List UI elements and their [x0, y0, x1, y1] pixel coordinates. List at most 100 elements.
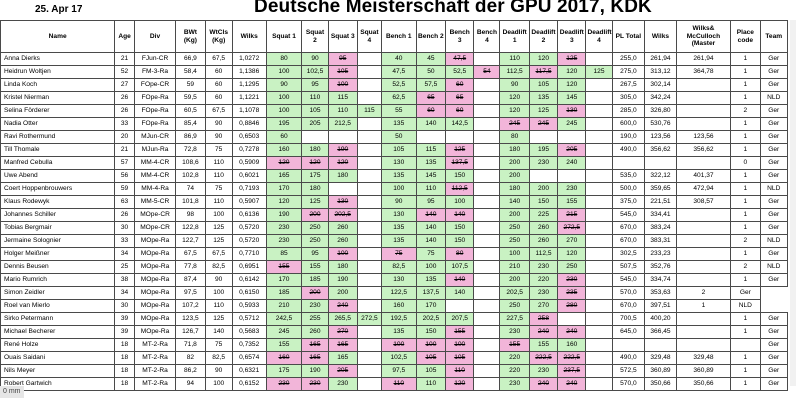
table-cell: 120 [499, 91, 530, 105]
table-cell [356, 260, 382, 274]
table-cell [473, 156, 501, 170]
table-cell: 33 [114, 234, 135, 248]
column-header: Bench 3 [445, 20, 475, 53]
table-cell: 205 [557, 143, 587, 157]
table-cell: 67,5 [175, 247, 206, 261]
table-cell: 117,5 [528, 65, 559, 79]
table-cell: 90 [265, 78, 303, 92]
table-cell: 130 [380, 208, 417, 222]
table-cell: 165 [301, 338, 329, 352]
table-cell: Kristel Nierman [0, 91, 116, 105]
table-cell: 39 [114, 312, 135, 326]
table-cell: 240 [528, 377, 559, 391]
table-cell [675, 208, 732, 222]
table-cell: 260 [528, 221, 559, 235]
table-cell: 100 [327, 78, 358, 92]
table-cell [557, 169, 587, 183]
table-cell: 572,5 [611, 364, 646, 378]
table-cell: 122,7 [175, 234, 206, 248]
table-cell: 54 [473, 65, 501, 79]
table-cell: 120 [265, 156, 303, 170]
column-header: Div [133, 20, 177, 53]
table-cell [356, 91, 382, 105]
table-cell: 130 [380, 273, 417, 287]
table-cell: 120 [265, 195, 303, 209]
table-cell: 242,5 [265, 312, 303, 326]
table-cell: 101,8 [175, 195, 206, 209]
table-cell: 180 [327, 260, 358, 274]
table-cell [585, 169, 613, 183]
table-cell: 120 [301, 156, 329, 170]
table-cell: 150 [445, 169, 475, 183]
table-cell: 326,80 [644, 104, 677, 118]
table-cell [585, 156, 613, 170]
vertical-scrollbar[interactable] [790, 20, 796, 386]
table-cell: 1 [730, 117, 761, 131]
table-cell [356, 286, 382, 300]
table-cell: 401,37 [675, 169, 732, 183]
table-cell: 107,2 [175, 299, 206, 313]
table-cell: 60 [204, 78, 233, 92]
table-cell: 34 [114, 286, 135, 300]
table-cell: 180 [499, 143, 530, 157]
table-row: Till Thomale 21 MJun-Ra 72,8 75 0,7278 160 180 1… [0, 143, 789, 157]
table-cell: 275,0 [611, 65, 646, 79]
table-cell: 170 [415, 299, 447, 313]
table-cell: 18 [114, 377, 135, 391]
table-cell [356, 182, 382, 196]
table-cell [356, 156, 382, 170]
table-cell: 0,6142 [231, 273, 267, 287]
table-cell [644, 338, 677, 352]
table-cell: 108,6 [175, 156, 206, 170]
table-cell: 205 [327, 364, 358, 378]
table-cell: 165 [301, 351, 329, 365]
table-cell: 100 [499, 247, 530, 261]
table-cell: 125 [204, 312, 233, 326]
table-cell [585, 351, 613, 365]
table-cell: 1 [730, 65, 761, 79]
table-cell: 26 [114, 91, 135, 105]
table-cell [473, 78, 501, 92]
table-cell: 110 [380, 377, 417, 391]
table-cell: Ger [759, 104, 789, 118]
table-cell: 63 [114, 195, 135, 209]
table-cell: 364,78 [675, 65, 732, 79]
column-header: Bench 4 [473, 20, 501, 53]
table-cell: 2 [675, 286, 732, 300]
table-cell: 95 [301, 247, 329, 261]
table-cell: 190,0 [611, 130, 646, 144]
table-row: Sirko Petermann 39 MOpe-Ra 123,5 125 0,5712 24… [0, 312, 789, 326]
table-row: Roel van Mierlo 30 MOpe-Ra 107,2 110 0,5933 21… [0, 299, 788, 313]
table-cell [585, 130, 613, 144]
table-cell: 115 [415, 143, 447, 157]
table-cell: 110 [204, 195, 233, 209]
table-cell: 0,6021 [231, 169, 267, 183]
table-cell [356, 143, 382, 157]
table-cell: 222,5 [528, 351, 559, 365]
table-cell: 270 [557, 234, 587, 248]
table-cell: 180 [301, 182, 329, 196]
table-cell: MOpe-Ra [133, 273, 177, 287]
table-row: Tobias Bergmair 30 MOpe-CR 122,8 125 0,5720 23… [0, 221, 789, 235]
table-cell: 240 [528, 325, 559, 339]
table-cell [473, 182, 501, 196]
table-cell: 100 [380, 338, 417, 352]
table-cell: 230 [528, 286, 559, 300]
table-cell: 221,51 [644, 195, 677, 209]
table-cell: 212,5 [327, 117, 358, 131]
table-cell: Ger [759, 247, 789, 261]
table-cell: 280 [557, 299, 587, 313]
table-cell: Holger Meißner [0, 247, 116, 261]
table-cell: 100 [327, 247, 358, 261]
column-header: Wilks& McCulloch (Master [675, 20, 732, 53]
table-cell: 82,5 [380, 260, 417, 274]
table-cell: 272,5 [557, 221, 587, 235]
table-cell [356, 130, 382, 144]
table-cell: Robert Gartwich [0, 377, 116, 391]
table-cell [585, 260, 613, 274]
table-cell: 100 [380, 182, 417, 196]
table-cell: 110 [204, 299, 233, 313]
table-cell: 105 [445, 351, 475, 365]
column-header: PL Total [611, 20, 646, 53]
table-cell: NLD [759, 260, 789, 274]
